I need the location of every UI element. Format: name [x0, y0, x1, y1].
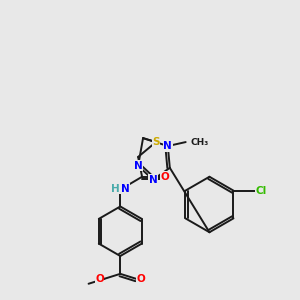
Text: N: N	[148, 175, 157, 185]
Text: CH₃: CH₃	[190, 138, 209, 147]
Text: Cl: Cl	[256, 186, 267, 196]
Text: N: N	[121, 184, 130, 194]
Text: S: S	[152, 137, 160, 147]
Text: O: O	[95, 274, 104, 284]
Text: O: O	[160, 172, 169, 182]
Text: N: N	[134, 161, 142, 171]
Text: H: H	[111, 184, 120, 194]
Text: O: O	[137, 274, 146, 284]
Text: N: N	[164, 141, 172, 151]
